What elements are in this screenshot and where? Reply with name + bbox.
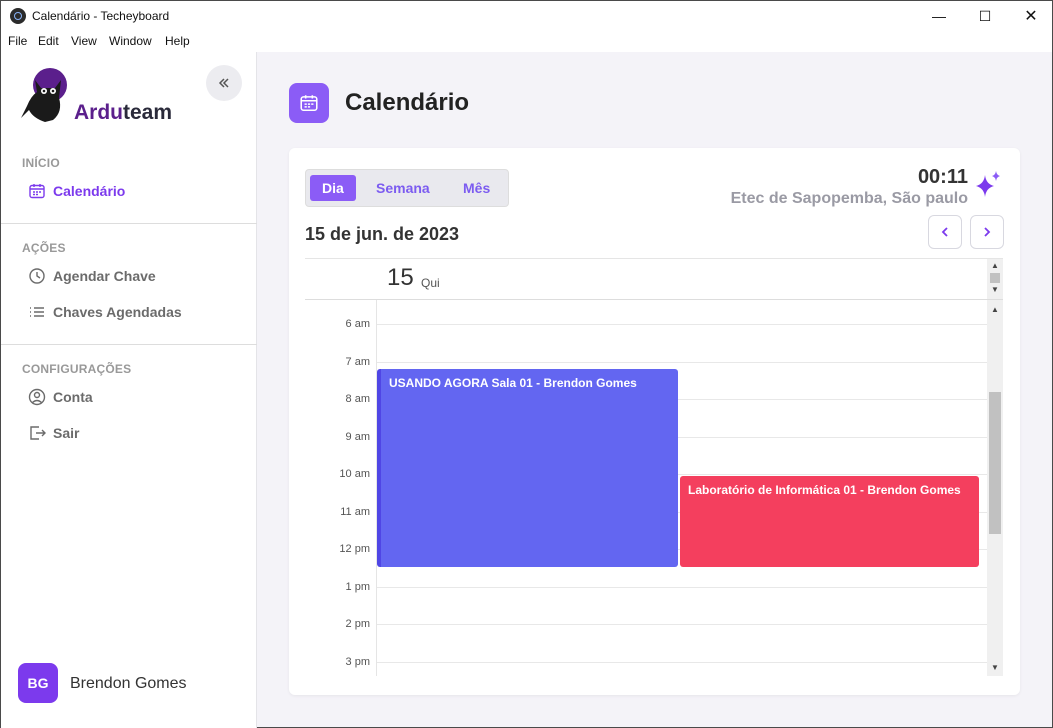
hour-label: 11 am — [340, 506, 370, 518]
menu-window[interactable]: Window — [109, 34, 152, 48]
hour-line — [377, 587, 987, 588]
sidebar-item-account[interactable]: Conta — [28, 388, 93, 406]
minimize-button[interactable]: — — [932, 8, 946, 24]
hour-line — [377, 662, 987, 663]
tab-day[interactable]: Dia — [310, 175, 356, 201]
hour-label: 10 am — [339, 468, 370, 480]
next-button[interactable] — [970, 215, 1004, 249]
calendar-icon — [29, 184, 45, 199]
clock-icon — [29, 268, 45, 284]
current-date: 15 de jun. de 2023 — [305, 224, 460, 244]
sidebar-item-label: Agendar Chave — [53, 268, 156, 284]
divider — [1, 344, 257, 345]
sidebar-item-schedule-key[interactable]: Agendar Chave — [28, 267, 156, 285]
day-name: Qui — [421, 276, 440, 290]
divider — [1, 223, 257, 224]
hour-line — [377, 624, 987, 625]
menu-edit[interactable]: Edit — [38, 34, 59, 48]
menu-file[interactable]: File — [8, 34, 28, 48]
view-tabs: Dia Semana Mês — [305, 169, 509, 207]
main-content: Calendário Dia Semana Mês 00:11 Etec de … — [257, 52, 1053, 728]
scroll-down-arrow-icon[interactable]: ▼ — [991, 662, 999, 672]
hour-line — [377, 362, 987, 363]
day-grid: 6 am 7 am 8 am 9 am 10 am 11 am 12 pm 1 … — [305, 300, 1003, 676]
hour-label: 6 am — [345, 318, 370, 330]
hour-line — [377, 399, 987, 400]
user-name: Brendon Gomes — [70, 675, 187, 692]
day-number: 15 — [387, 264, 414, 291]
hour-label: 3 pm — [345, 656, 370, 668]
hour-label: 2 pm — [345, 618, 370, 630]
brand-name: Arduteam — [74, 101, 173, 124]
owl-logo-icon — [21, 68, 67, 122]
grid-scrollbar[interactable]: ▲ ▼ — [987, 300, 1003, 676]
section-inicio-title: INÍCIO — [22, 156, 60, 170]
sidebar-item-label: Conta — [53, 389, 93, 405]
sidebar: Arduteam INÍCIO Calendário AÇÕES Agendar… — [0, 52, 257, 728]
page-calendar-icon — [289, 83, 329, 123]
app-icon — [10, 8, 26, 24]
sidebar-item-calendar[interactable]: Calendário — [28, 182, 125, 200]
list-icon — [30, 307, 44, 317]
chevron-left-icon — [941, 227, 948, 237]
hour-label: 8 am — [345, 393, 370, 405]
clock: 00:11 — [917, 166, 968, 188]
section-config-title: CONFIGURAÇÕES — [22, 362, 132, 376]
event-sala-01[interactable]: USANDO AGORA Sala 01 - Brendon Gomes — [377, 369, 678, 567]
hour-line — [377, 474, 987, 475]
previous-button[interactable] — [928, 215, 962, 249]
title-bar: Calendário - Techeyboard — ☐ ✕ — [0, 0, 1053, 30]
sparkles-icon — [976, 171, 1000, 197]
sidebar-item-label: Calendário — [53, 183, 126, 199]
calendar-card: Dia Semana Mês 00:11 Etec de Sapopemba, … — [289, 148, 1020, 695]
hour-label: 12 pm — [339, 543, 370, 555]
event-title: USANDO AGORA Sala 01 - Brendon Gomes — [389, 376, 637, 390]
location: Etec de Sapopemba, São paulo — [730, 190, 968, 207]
event-laboratorio[interactable]: Laboratório de Informática 01 - Brendon … — [680, 476, 979, 567]
menu-help[interactable]: Help — [165, 34, 190, 48]
day-header: 15 Qui ▲ ▼ — [305, 258, 1003, 300]
sidebar-item-logout[interactable]: Sair — [28, 424, 79, 442]
tab-week[interactable]: Semana — [376, 180, 430, 196]
section-acoes-title: AÇÕES — [22, 241, 66, 255]
event-title: Laboratório de Informática 01 - Brendon … — [688, 483, 961, 497]
hour-label: 9 am — [345, 431, 370, 443]
tab-month[interactable]: Mês — [463, 180, 491, 196]
sidebar-item-label: Sair — [53, 425, 80, 441]
chevron-right-icon — [984, 227, 991, 237]
scrollbar-thumb[interactable] — [989, 392, 1001, 534]
avatar[interactable]: BG — [18, 663, 58, 703]
maximize-button[interactable]: ☐ — [978, 7, 992, 24]
hour-line — [377, 324, 987, 325]
sidebar-item-scheduled-keys[interactable]: Chaves Agendadas — [28, 303, 182, 321]
menu-bar: File Edit View Window Help — [0, 30, 1053, 52]
sidebar-item-label: Chaves Agendadas — [53, 304, 182, 320]
page-title: Calendário — [345, 89, 470, 116]
scroll-up-arrow-icon[interactable]: ▲ — [991, 304, 999, 314]
hour-line — [377, 437, 987, 438]
hour-label: 1 pm — [345, 581, 370, 593]
time-gutter: 6 am 7 am 8 am 9 am 10 am 11 am 12 pm 1 … — [305, 300, 377, 676]
menu-view[interactable]: View — [71, 34, 97, 48]
header-scrollbar[interactable]: ▲ ▼ — [987, 259, 1003, 299]
collapse-sidebar-button[interactable] — [206, 65, 242, 101]
user-circle-icon — [28, 388, 46, 406]
close-button[interactable]: ✕ — [1024, 8, 1038, 25]
window-title: Calendário - Techeyboard — [32, 9, 170, 23]
hour-label: 7 am — [345, 356, 370, 368]
logout-icon — [30, 426, 46, 440]
chevrons-left-icon — [218, 78, 229, 88]
